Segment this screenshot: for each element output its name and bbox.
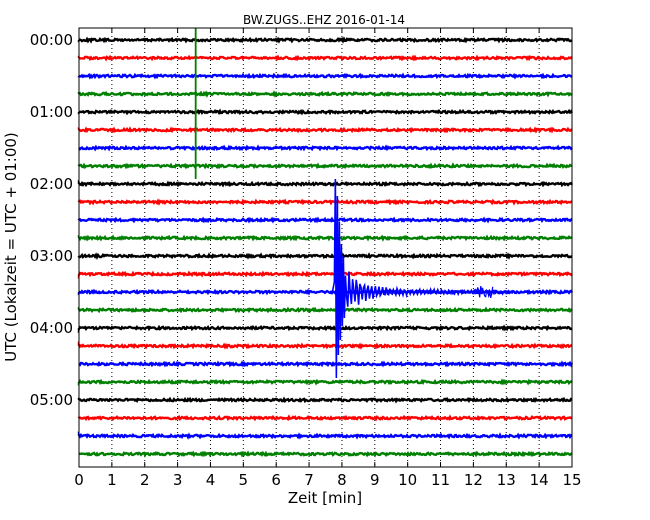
trace-line [77,396,573,404]
signal-burst [476,286,494,299]
trace-line [77,126,573,134]
trace-line [78,450,573,458]
x-tick-label: 13 [497,471,516,489]
y-tick-label: 02:00 [30,175,73,193]
x-tick-label: 5 [239,471,249,489]
event-signals [194,28,513,379]
trace-line [77,306,573,314]
trace-line [77,340,573,350]
x-tick-label: 8 [337,471,347,489]
x-axis-label: Zeit [min] [288,489,362,507]
chart-title: BW.ZUGS..EHZ 2016-01-14 [243,13,405,27]
plot-frame [78,27,573,468]
y-tick-label: 05:00 [30,391,73,409]
y-axis-label: UTC (Lokalzeit = UTC + 01:00) [2,132,20,362]
y-axis-ticks: 00:00 01:00 02:00 03:00 04:00 05:00 [30,31,572,409]
x-tick-label: 14 [530,471,549,489]
trace-line [78,144,573,152]
y-tick-label: 03:00 [30,247,73,265]
x-tick-label: 12 [464,471,483,489]
trace-line [77,270,573,280]
trace-line [77,431,573,440]
trace-line [77,108,573,116]
y-tick-label: 04:00 [30,319,73,337]
x-tick-label: 7 [304,471,314,489]
x-tick-label: 3 [173,471,183,489]
trace-line [77,179,574,188]
x-tick-label: 1 [107,471,117,489]
seismic-traces [77,36,574,458]
trace-line [77,54,573,62]
trace-line [77,162,573,170]
trace-line [77,324,573,334]
x-tick-label: 2 [140,471,150,489]
y-tick-label: 01:00 [30,103,73,121]
x-tick-label: 11 [431,471,450,489]
x-tick-label: 9 [370,471,380,489]
earthquake-signal [331,178,513,379]
trace-line [77,72,572,80]
trace-line [77,414,573,422]
x-tick-label: 0 [74,471,84,489]
trace-line [77,198,573,206]
trace-line [77,234,572,242]
trace-line [77,36,573,44]
x-tick-label: 6 [271,471,281,489]
trace-line [78,360,574,368]
trace-line [77,252,573,260]
x-tick-label: 4 [206,471,216,489]
x-tick-label: 10 [398,471,417,489]
trace-line [77,378,573,386]
x-axis-ticks: 0 1 2 3 4 5 6 7 8 9 10 11 12 13 14 15 [74,28,582,489]
trace-line [77,216,573,224]
y-tick-label: 00:00 [30,31,73,49]
trace-line [77,90,573,98]
x-tick-label: 15 [562,471,581,489]
